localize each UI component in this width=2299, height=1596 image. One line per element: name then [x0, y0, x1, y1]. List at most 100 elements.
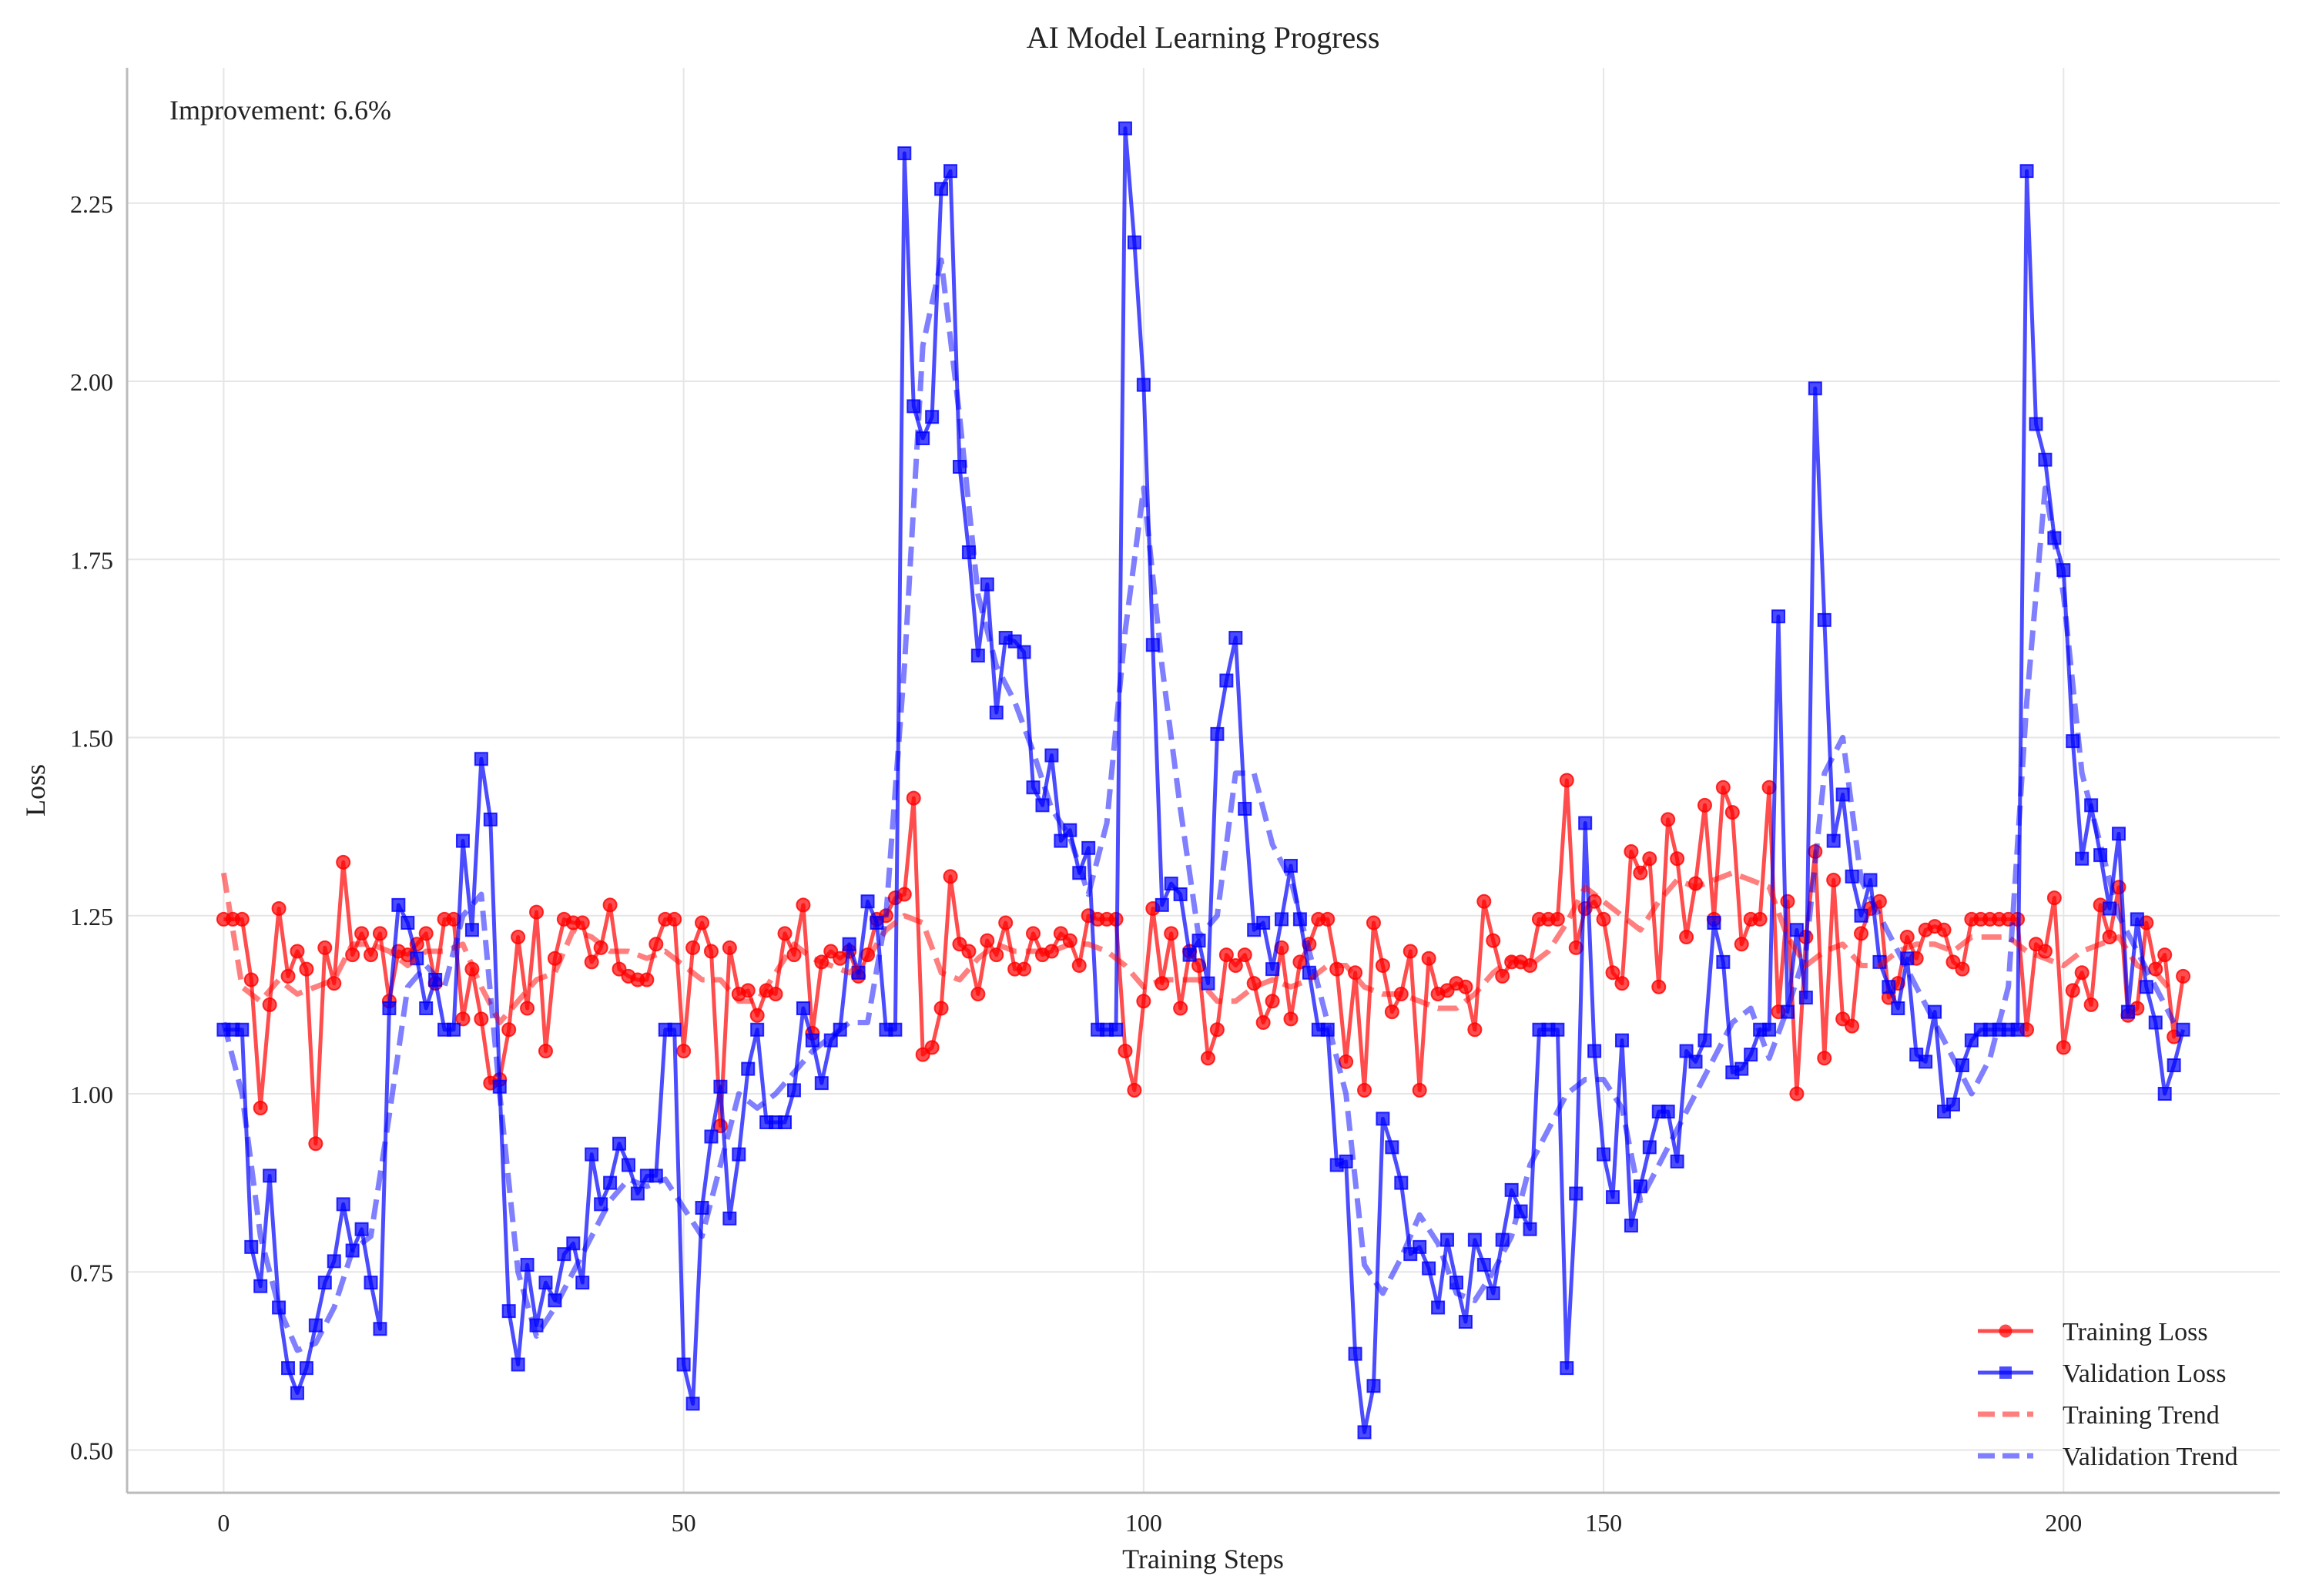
validation-loss-point	[1789, 923, 1804, 937]
validation-loss-point	[382, 1001, 397, 1015]
validation-loss-point	[327, 1254, 341, 1269]
validation-loss-point	[2029, 417, 2043, 431]
validation-loss-point	[354, 1222, 369, 1236]
validation-loss-line	[223, 126, 2186, 1434]
validation-loss-point	[1845, 869, 1859, 884]
validation-loss-point	[1164, 877, 1178, 891]
validation-loss-point	[281, 1361, 296, 1376]
validation-loss-point	[1716, 954, 1731, 969]
validation-loss-point	[1458, 1315, 1473, 1329]
training-loss-point	[364, 947, 379, 963]
validation-loss-point	[1366, 1379, 1381, 1393]
training-loss-point	[234, 911, 250, 927]
training-loss-point	[1375, 958, 1390, 973]
y-tick-label: 1.75	[70, 546, 113, 574]
training-loss-point	[1661, 812, 1676, 827]
validation-loss-point	[860, 894, 875, 909]
training-loss-point	[639, 972, 655, 987]
training-loss-point	[1624, 844, 1639, 859]
training-loss-point	[943, 869, 958, 884]
training-loss-point	[1320, 911, 1335, 927]
validation-loss-point	[520, 1258, 535, 1272]
training-loss-point	[584, 954, 599, 970]
validation-loss-point	[1854, 908, 1868, 923]
training-loss-point	[2074, 965, 2090, 981]
validation-loss-point	[1762, 1022, 1777, 1037]
validation-loss-point	[1642, 1140, 1657, 1155]
validation-loss-point	[1173, 887, 1188, 901]
validation-loss-point	[1118, 121, 1132, 136]
training-loss-point	[1596, 911, 1611, 927]
training-loss-point	[290, 944, 305, 959]
training-loss-point	[1136, 994, 1151, 1009]
validation-trend-line	[221, 257, 2177, 1353]
training-loss-point	[1071, 958, 1087, 973]
validation-loss-point	[713, 1079, 728, 1094]
validation-loss-point	[1826, 833, 1841, 848]
training-loss-point	[1421, 951, 1436, 966]
x-tick-label: 200	[2045, 1509, 2082, 1537]
training-loss-point	[722, 940, 737, 955]
training-loss-point	[980, 933, 995, 948]
training-loss-point	[2056, 1040, 2071, 1055]
training-loss-point	[1936, 922, 1952, 937]
training-loss-point	[529, 904, 545, 920]
y-tick-label: 2.25	[70, 190, 113, 218]
validation-loss-point	[722, 1211, 737, 1226]
validation-loss-point	[373, 1322, 387, 1336]
training-loss-point	[1752, 911, 1768, 927]
training-loss-point	[2046, 890, 2062, 906]
training-loss-point	[1605, 965, 1620, 981]
validation-loss-point	[1707, 916, 1721, 930]
training-loss-point	[1670, 851, 1685, 867]
training-loss-point	[511, 930, 526, 944]
validation-loss-point	[1044, 748, 1059, 763]
validation-loss-point	[842, 937, 856, 951]
training-loss-point	[695, 915, 710, 930]
validation-loss-point	[1081, 840, 1096, 855]
validation-loss-point	[1882, 980, 1896, 994]
validation-loss-point	[685, 1396, 700, 1411]
training-loss-point	[538, 1044, 553, 1058]
validation-loss-point	[1550, 1022, 1565, 1037]
validation-loss-point	[870, 916, 884, 930]
x-tick-label: 0	[217, 1509, 230, 1537]
training-loss-point	[896, 887, 912, 902]
training-loss-point	[1486, 933, 1501, 948]
validation-loss-point	[667, 1022, 682, 1037]
validation-loss-point	[2075, 851, 2090, 866]
training-trend-line	[220, 870, 2177, 1025]
validation-loss-point	[1891, 1001, 1905, 1015]
training-loss-point	[253, 1101, 268, 1115]
validation-loss-point	[2019, 164, 2034, 179]
validation-loss-point	[1440, 1232, 1455, 1247]
training-loss-point	[1265, 994, 1280, 1009]
x-tick-label: 100	[1125, 1509, 1162, 1537]
training-loss-point	[1458, 979, 1473, 994]
x-axis-label: Training Steps	[1122, 1544, 1284, 1574]
training-loss-point	[2176, 968, 2191, 984]
validation-loss-point	[511, 1357, 525, 1372]
training-loss-point	[1642, 851, 1657, 867]
validation-loss-point	[1624, 1219, 1638, 1233]
validation-loss-point	[934, 182, 949, 196]
validation-loss-point	[621, 1158, 635, 1172]
validation-loss-point	[1109, 1022, 1124, 1037]
training-loss-point	[933, 1001, 949, 1016]
y-tick-label: 1.25	[70, 903, 113, 930]
validation-loss-point	[538, 1276, 553, 1290]
training-loss-point	[998, 915, 1014, 930]
validation-loss-point	[786, 1083, 801, 1098]
training-loss-point	[1476, 894, 1492, 909]
validation-loss-point	[1394, 1175, 1409, 1190]
validation-loss-point	[263, 1168, 277, 1183]
validation-loss-point	[299, 1361, 313, 1376]
training-loss-point	[906, 790, 921, 806]
training-loss-point	[299, 961, 314, 977]
validation-loss-point	[1265, 962, 1280, 977]
validation-loss-point	[897, 146, 912, 160]
validation-loss-point	[1431, 1300, 1446, 1315]
training-loss-point	[1715, 780, 1731, 795]
y-tick-label: 0.50	[70, 1437, 113, 1465]
x-tick-label: 150	[1585, 1509, 1622, 1537]
